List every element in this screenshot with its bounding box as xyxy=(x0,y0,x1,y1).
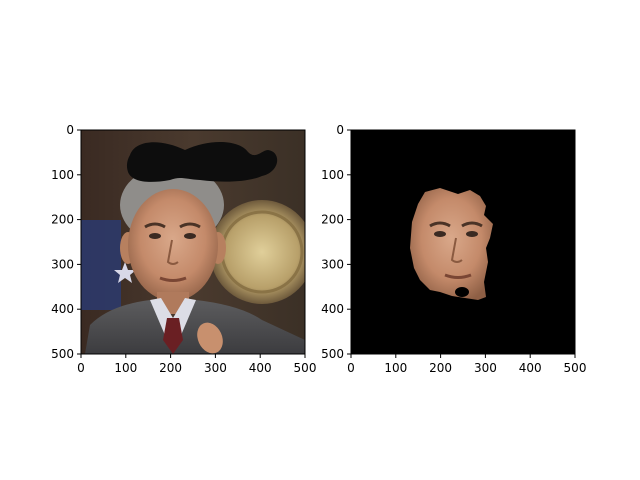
left-x-tick-label: 0 xyxy=(77,361,85,375)
right-photo xyxy=(351,130,575,354)
right-x-tick-label: 300 xyxy=(474,361,497,375)
left-x-tick-label: 100 xyxy=(114,361,137,375)
left-y-tick-label: 300 xyxy=(51,257,74,271)
right-x-tick-label: 400 xyxy=(519,361,542,375)
right-y-tick-label: 100 xyxy=(321,168,344,182)
right-x-tick-label: 100 xyxy=(384,361,407,375)
right-y-tick-label: 300 xyxy=(321,257,344,271)
right-y-tick-label: 200 xyxy=(321,213,344,227)
right-x-tick-label: 500 xyxy=(564,361,587,375)
left-y-tick-label: 0 xyxy=(66,123,74,137)
right-x-tick-label: 0 xyxy=(347,361,355,375)
left-x-tick-label: 400 xyxy=(249,361,272,375)
left-image-panel xyxy=(80,129,306,355)
right-image-panel xyxy=(350,129,576,355)
left-x-tick-label: 200 xyxy=(159,361,182,375)
left-photo xyxy=(81,130,305,354)
right-y-tick-label: 400 xyxy=(321,302,344,316)
right-y-tick-label: 500 xyxy=(321,347,344,361)
right-x-tick-label: 200 xyxy=(429,361,452,375)
left-y-tick-label: 200 xyxy=(51,213,74,227)
left-x-tick-label: 500 xyxy=(294,361,317,375)
left-x-tick-label: 300 xyxy=(204,361,227,375)
left-y-tick-label: 500 xyxy=(51,347,74,361)
left-y-tick-label: 400 xyxy=(51,302,74,316)
right-y-tick-label: 0 xyxy=(336,123,344,137)
left-y-tick-label: 100 xyxy=(51,168,74,182)
